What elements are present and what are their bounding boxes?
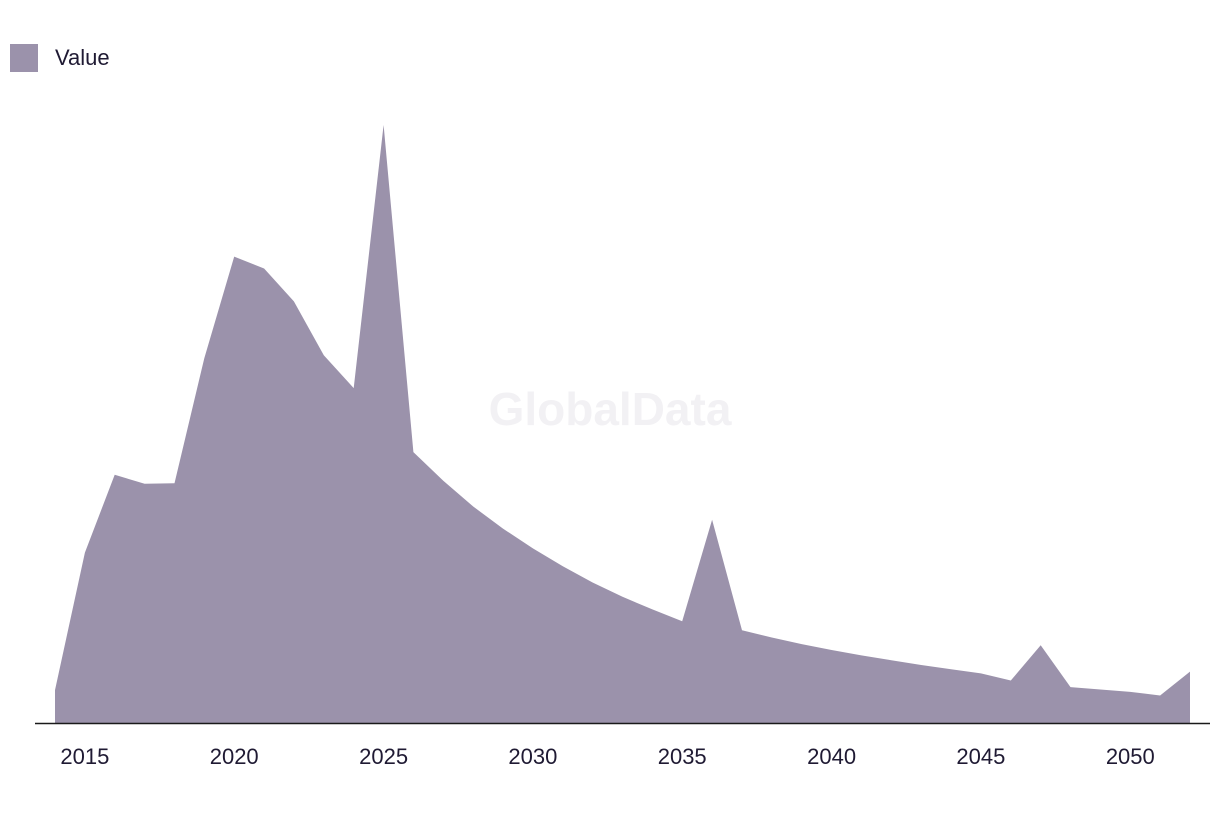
legend: Value <box>10 44 110 72</box>
x-tick-label: 2050 <box>1106 744 1155 769</box>
x-tick-label: 2025 <box>359 744 408 769</box>
x-tick-label: 2035 <box>658 744 707 769</box>
legend-swatch <box>10 44 38 72</box>
x-tick-label: 2045 <box>956 744 1005 769</box>
x-tick-label: 2030 <box>508 744 557 769</box>
x-tick-label: 2020 <box>210 744 259 769</box>
x-tick-label: 2015 <box>60 744 109 769</box>
watermark-text: GlobalData <box>489 383 732 435</box>
legend-label: Value <box>55 45 110 70</box>
area-series-value <box>55 125 1190 723</box>
x-tick-label: 2040 <box>807 744 856 769</box>
